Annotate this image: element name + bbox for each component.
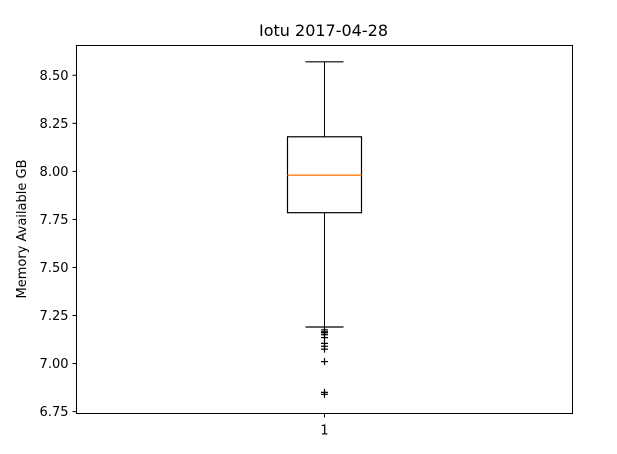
x-axis: 1 (320, 413, 329, 439)
y-tick-label: 8.25 (40, 117, 69, 132)
outlier-point (321, 345, 328, 353)
x-tick-label: 1 (320, 424, 328, 439)
y-axis-label: Memory Available GB (15, 160, 30, 299)
y-tick-label: 7.50 (40, 261, 69, 276)
plot-area (286, 61, 363, 398)
axes-frame (76, 45, 573, 414)
y-tick-label: 7.75 (40, 213, 69, 228)
y-axis: 6.75 7.00 7.25 7.50 7.75 8.00 8.25 8.50 (40, 69, 77, 420)
y-tick-label: 8.00 (40, 165, 69, 180)
outlier-point (321, 358, 328, 366)
y-tick-label: 6.75 (40, 405, 69, 420)
y-tick-label: 7.00 (40, 357, 69, 372)
chart-title: Iotu 2017-04-28 (259, 21, 388, 40)
outlier-point (321, 390, 328, 398)
y-tick-label: 7.25 (40, 309, 69, 324)
y-tick-label: 8.50 (40, 69, 69, 84)
